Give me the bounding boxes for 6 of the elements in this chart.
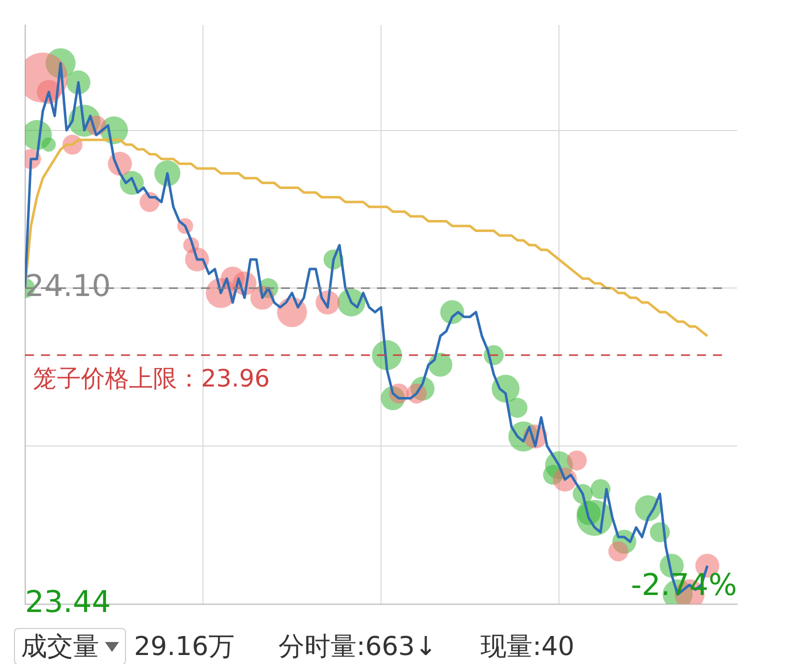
text: 分时量:663↓ [278, 631, 437, 664]
y-tick-label: 23.44 [25, 584, 111, 620]
ref-line-label: 笼子价格上限：23.96 [33, 364, 270, 392]
text: 29.16万 [134, 631, 234, 664]
text: 现量:40 [480, 631, 574, 664]
text: 成交量 [21, 631, 99, 664]
